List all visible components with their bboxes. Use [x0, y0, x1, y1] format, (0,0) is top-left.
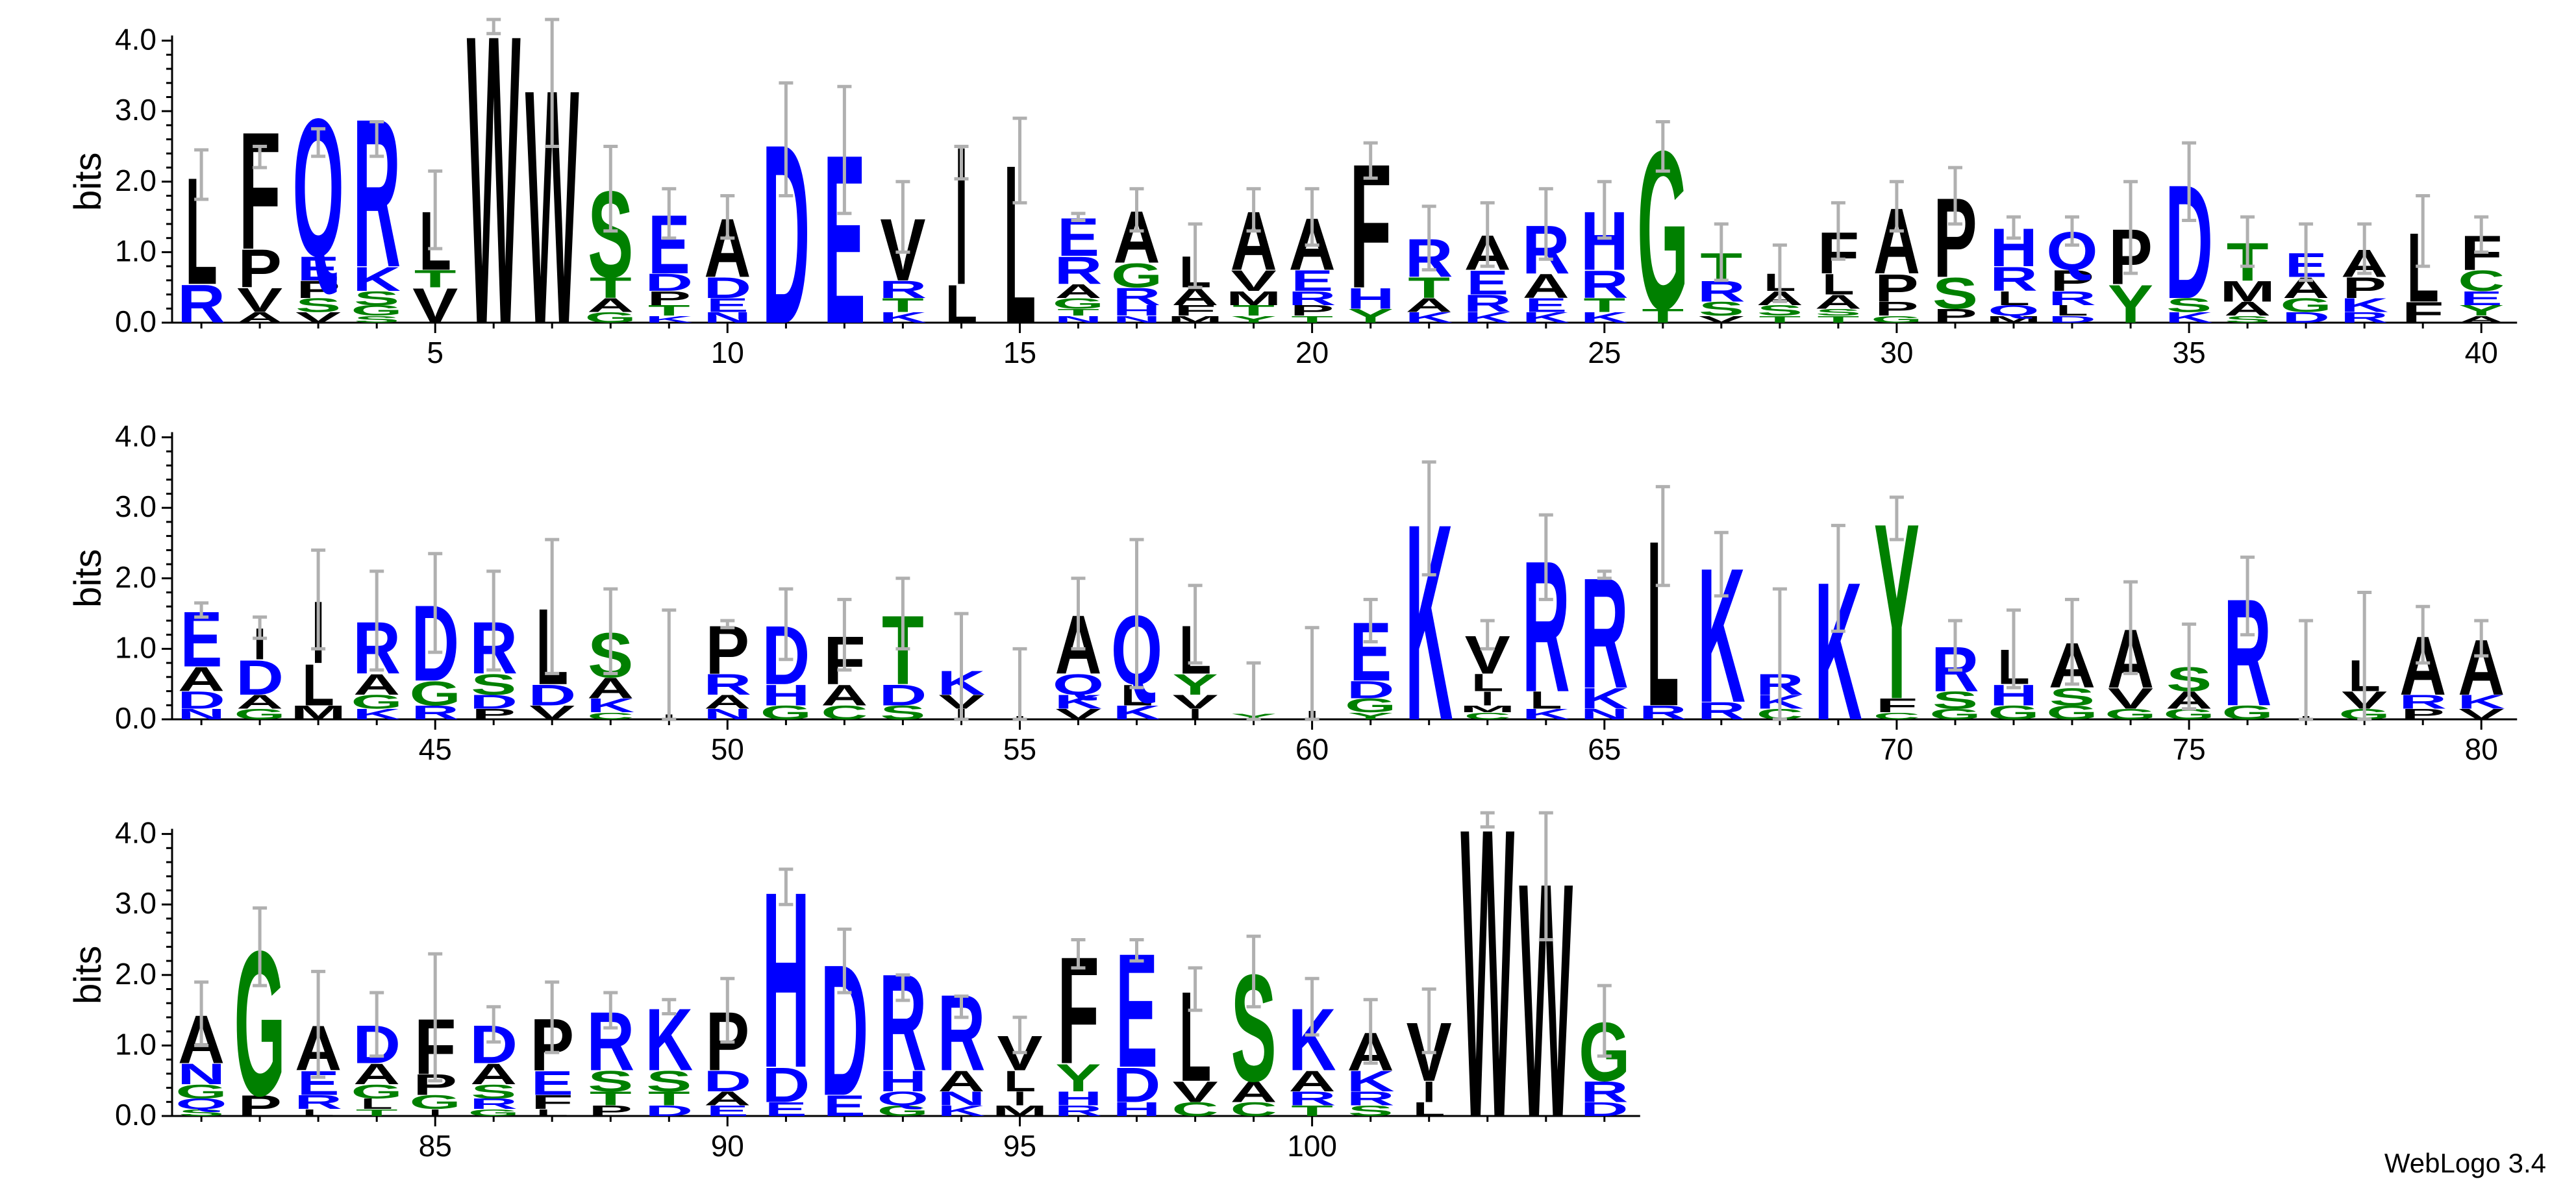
- svg-text:W: W: [467, 0, 521, 397]
- svg-text:3.0: 3.0: [115, 886, 156, 920]
- svg-text:95: 95: [1003, 1129, 1036, 1163]
- svg-text:3.0: 3.0: [115, 93, 156, 127]
- svg-text:3.0: 3.0: [115, 490, 156, 523]
- svg-text:bits: bits: [67, 153, 109, 211]
- svg-text:2.0: 2.0: [115, 164, 156, 197]
- svg-text:85: 85: [419, 1129, 452, 1163]
- svg-text:W: W: [1460, 793, 1515, 1190]
- svg-text:75: 75: [2173, 732, 2206, 766]
- svg-text:Q: Q: [293, 78, 344, 297]
- svg-text:F: F: [239, 98, 281, 284]
- svg-text:WebLogo 3.4: WebLogo 3.4: [2384, 1148, 2546, 1178]
- svg-text:R: R: [353, 76, 401, 312]
- svg-text:45: 45: [419, 732, 452, 766]
- svg-text:50: 50: [711, 732, 744, 766]
- svg-text:80: 80: [2465, 732, 2498, 766]
- svg-text:90: 90: [711, 1129, 744, 1163]
- svg-text:4.0: 4.0: [115, 816, 156, 850]
- svg-text:bits: bits: [67, 946, 109, 1004]
- svg-text:2.0: 2.0: [115, 560, 156, 594]
- svg-text:bits: bits: [67, 549, 109, 608]
- svg-text:R: R: [879, 947, 927, 1100]
- svg-text:1.0: 1.0: [115, 234, 156, 267]
- svg-text:60: 60: [1295, 732, 1329, 766]
- svg-text:1.0: 1.0: [115, 1027, 156, 1061]
- svg-text:4.0: 4.0: [115, 23, 156, 56]
- svg-text:R: R: [938, 973, 986, 1094]
- svg-text:4.0: 4.0: [115, 419, 156, 453]
- svg-text:1.0: 1.0: [115, 630, 156, 664]
- svg-text:65: 65: [1588, 732, 1621, 766]
- svg-text:40: 40: [2465, 336, 2498, 369]
- svg-text:100: 100: [1287, 1129, 1337, 1163]
- svg-text:5: 5: [427, 336, 444, 369]
- svg-text:0.0: 0.0: [115, 304, 156, 338]
- svg-text:10: 10: [711, 336, 744, 369]
- svg-text:20: 20: [1295, 336, 1329, 369]
- svg-text:55: 55: [1003, 732, 1036, 766]
- svg-text:0.0: 0.0: [115, 701, 156, 735]
- svg-text:30: 30: [1880, 336, 1913, 369]
- svg-text:0.0: 0.0: [115, 1098, 156, 1132]
- svg-text:35: 35: [2173, 336, 2206, 369]
- svg-text:2.0: 2.0: [115, 957, 156, 991]
- svg-text:I: I: [955, 106, 968, 325]
- svg-text:25: 25: [1588, 336, 1621, 369]
